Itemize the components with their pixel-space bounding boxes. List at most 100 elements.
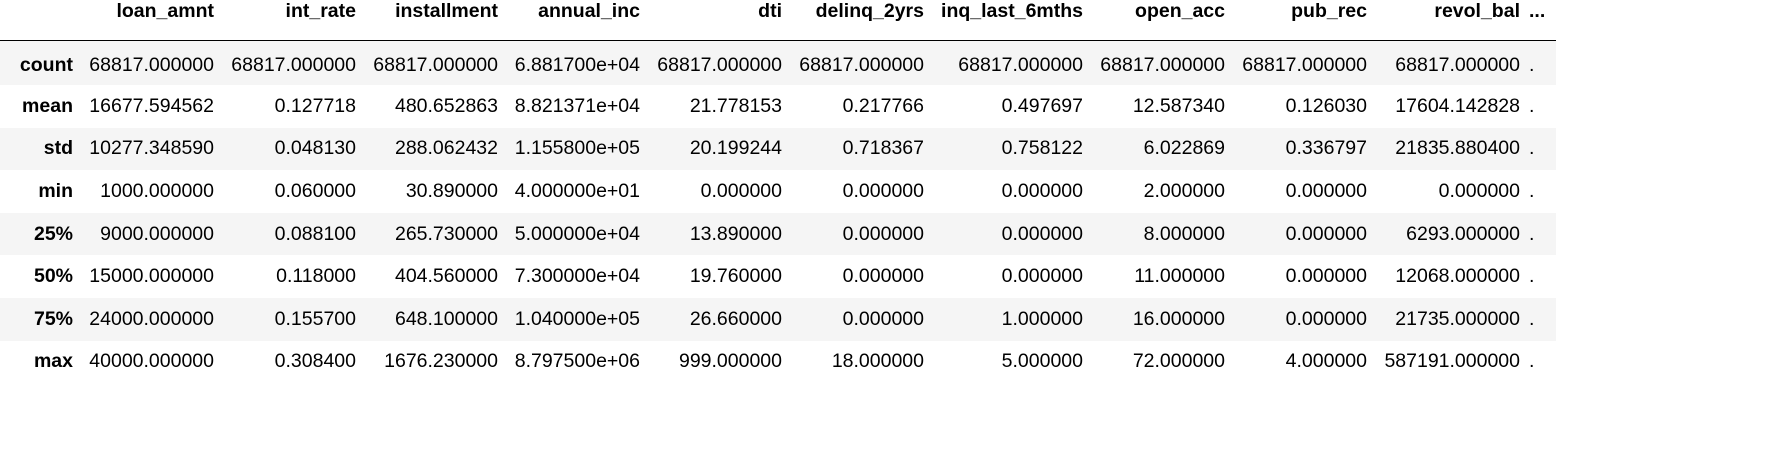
table-cell: 0.000000 [842,179,924,202]
table-cell: 68817.000000 [89,54,214,77]
table-cell: 20.199244 [689,137,782,160]
table-cell: 8.821371e+04 [514,94,640,117]
table-cell: 0.000000 [700,179,782,202]
table-cell: 30.890000 [405,179,498,202]
table-cell: 404.560000 [394,265,498,288]
table-row: 25% 9000.000000 0.088100 265.730000 5.000000… [0,212,1556,256]
table-cell: 40000.000000 [89,350,214,373]
table-cell: 0.126030 [1285,94,1367,117]
table-cell: 480.652863 [394,94,498,117]
table-cell: 16677.594562 [89,94,214,117]
table-cell: 1676.230000 [384,350,498,373]
row-index-label: mean [22,94,73,117]
table-cell: 0.000000 [1285,307,1367,330]
table-cell: 0.000000 [1001,179,1083,202]
column-header: dti [646,0,788,41]
table-cell: 999.000000 [678,350,782,373]
table-cell: 648.100000 [394,307,498,330]
table-cell: 8.000000 [1143,222,1225,245]
table-cell: 1.155800e+05 [514,137,640,160]
table-cell: 265.730000 [394,222,498,245]
table-row: count 68817.000000 68817.000000 68817.00000… [0,40,1556,85]
column-header: int_rate [220,0,362,41]
table-cell: 13.890000 [689,222,782,245]
table-cell: 18.000000 [831,350,924,373]
table-cell: 288.062432 [394,137,498,160]
table-cell: 17604.142828 [1395,94,1520,117]
truncated-cell-ellipsis: . [1529,307,1535,330]
column-header: annual_inc [504,0,646,41]
table-cell: 9000.000000 [100,222,214,245]
table-cell: 6.881700e+04 [514,54,640,77]
table-cell: 0.217766 [842,94,924,117]
row-index-label: min [38,179,73,202]
table-cell: 5.000000 [1001,350,1083,373]
truncated-cell-ellipsis: . [1529,265,1535,288]
table-cell: 0.048130 [274,137,356,160]
table-cell: 0.118000 [276,265,356,288]
truncated-cell-ellipsis: . [1529,137,1535,160]
table-cell: 0.336797 [1285,137,1367,160]
row-index-label: 25% [33,222,73,245]
table-row: 50% 15000.000000 0.118000 404.560000 7.30000… [0,255,1556,298]
table-cell: 72.000000 [1132,350,1225,373]
table-cell: 0.758122 [1001,137,1083,160]
column-header: installment [362,0,504,41]
table-cell: 0.308400 [274,350,356,373]
table-cell: 0.000000 [1285,265,1367,288]
truncated-cell-ellipsis: . [1529,94,1535,117]
truncated-cell-ellipsis: . [1529,179,1535,202]
table-cell: 0.000000 [842,222,924,245]
table-cell: 12068.000000 [1395,265,1520,288]
table-cell: 4.000000e+01 [514,179,640,202]
table-cell: 68817.000000 [958,54,1083,77]
table-cell: 24000.000000 [89,307,214,330]
table-cell: 68817.000000 [1395,54,1520,77]
row-index-label: 50% [33,265,73,288]
table-cell: 68817.000000 [373,54,498,77]
column-header: loan_amnt [79,0,220,41]
table-cell: 11.000000 [1134,265,1225,288]
table-cell: 68817.000000 [799,54,924,77]
column-header: revol_bal [1373,0,1526,41]
row-index-label: count [19,54,73,77]
table-row: std 10277.348590 0.048130 288.062432 1.15580… [0,127,1556,171]
table-row: min 1000.000000 0.060000 30.890000 4.000000e… [0,170,1556,213]
table-row: mean 16677.594562 0.127718 480.652863 8.8213… [0,85,1556,128]
table-cell: 21.778153 [689,94,782,117]
table-cell: 6.022869 [1143,137,1225,160]
table-cell: 1000.000000 [100,179,214,202]
table-cell: 4.000000 [1285,350,1367,373]
table-cell: 19.760000 [689,265,782,288]
table-cell: 0.000000 [1438,179,1520,202]
table-cell: 0.000000 [1285,179,1367,202]
table-row: max 40000.000000 0.308400 1676.230000 8.7975… [0,340,1556,384]
table-cell: 16.000000 [1132,307,1225,330]
table-cell: 12.587340 [1132,94,1225,117]
table-cell: 2.000000 [1143,179,1225,202]
table-cell: 0.127718 [274,94,356,117]
table-cell: 26.660000 [689,307,782,330]
describe-table: loan_amnt int_rate installment annual_in… [0,0,1556,384]
table-cell: 1.000000 [1001,307,1083,330]
column-header: delinq_2yrs [788,0,930,41]
truncated-columns-ellipsis: ... [1526,0,1556,41]
table-cell: 0.000000 [1001,265,1083,288]
table-cell: 10277.348590 [89,137,214,160]
table-cell: 15000.000000 [89,265,214,288]
header-row: loan_amnt int_rate installment annual_in… [0,0,1556,41]
row-index-label: max [33,350,73,373]
table-cell: 68817.000000 [657,54,782,77]
truncated-cell-ellipsis: . [1529,222,1535,245]
table-cell: 0.497697 [1001,94,1083,117]
table-cell: 6293.000000 [1406,222,1520,245]
table-cell: 5.000000e+04 [514,222,640,245]
row-index-label: std [43,137,73,160]
table-cell: 1.040000e+05 [514,307,640,330]
row-index-label: 75% [33,307,73,330]
table-row: 75% 24000.000000 0.155700 648.100000 1.04000… [0,297,1556,341]
table-cell: 0.000000 [842,265,924,288]
table-cell: 0.000000 [842,307,924,330]
table-cell: 0.088100 [274,222,356,245]
